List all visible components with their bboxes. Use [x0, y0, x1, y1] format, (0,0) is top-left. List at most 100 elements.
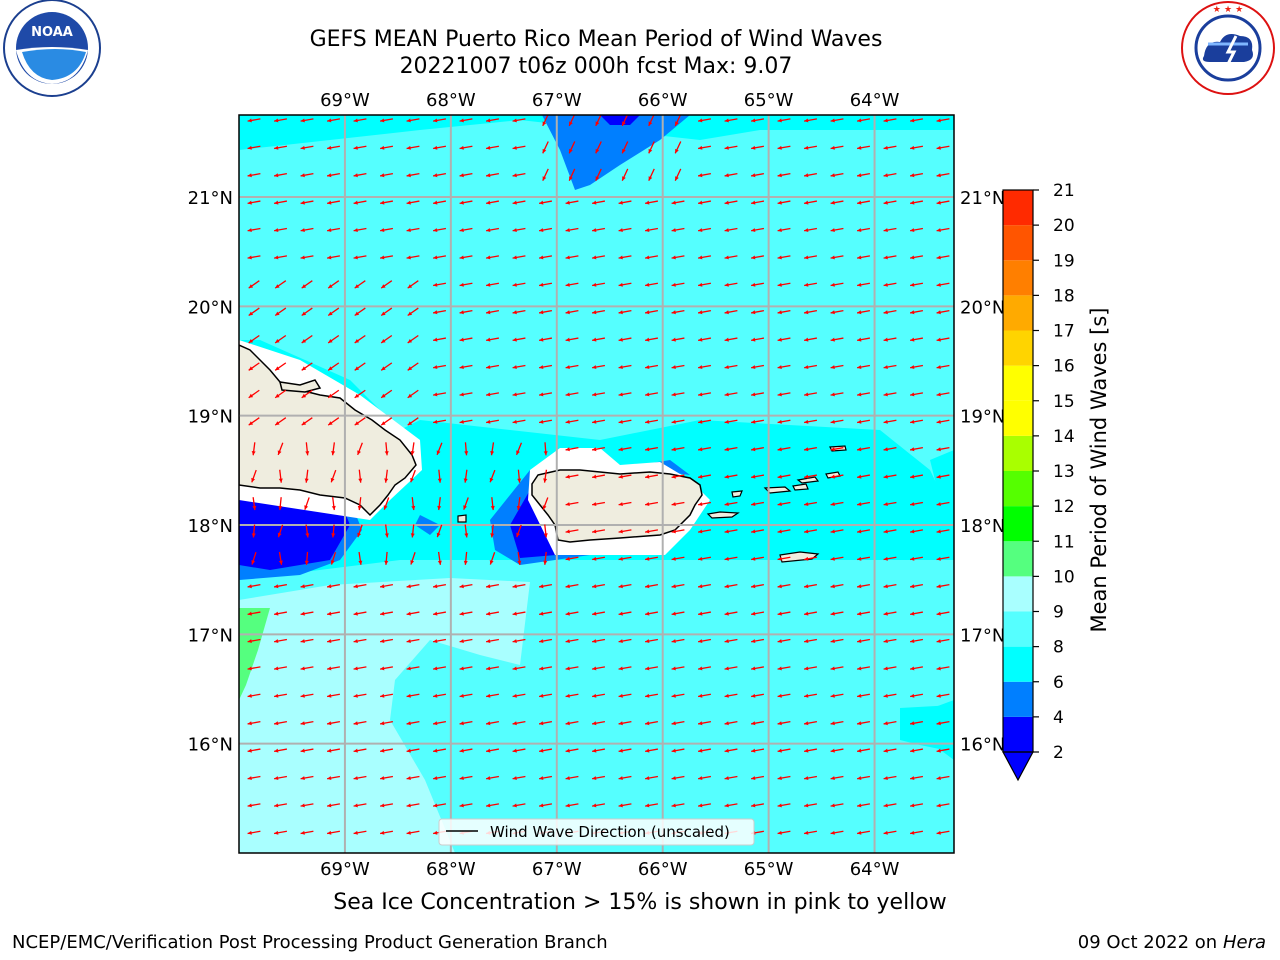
- wave-direction-arrowhead: [406, 255, 411, 260]
- wave-direction-arrowhead: [751, 392, 756, 397]
- wave-direction-arrowhead: [459, 666, 464, 671]
- wave-direction-arrowhead: [883, 639, 888, 644]
- wave-direction-arrowhead: [459, 145, 464, 150]
- wave-direction-arrowhead: [698, 776, 703, 781]
- wave-direction-arrowhead: [963, 338, 967, 342]
- wave-direction-arrowhead: [804, 666, 809, 671]
- wave-direction-arrowhead: [724, 310, 729, 315]
- wave-direction-arrowhead: [698, 282, 703, 287]
- wave-direction-arrowhead: [486, 748, 491, 753]
- wave-direction-arrowhead: [671, 392, 676, 397]
- wave-direction-arrowhead: [645, 447, 650, 452]
- wave-direction-arrowhead: [353, 611, 358, 616]
- wave-direction-arrowhead: [592, 858, 596, 862]
- lat-tick-label-right: 16°N: [960, 735, 1005, 756]
- colorbar-tick-label: 19: [1053, 251, 1075, 271]
- wave-direction-arrowhead: [857, 228, 862, 233]
- wave-direction-arrowhead: [645, 639, 650, 644]
- wave-direction-arrowhead: [857, 830, 862, 835]
- wave-direction-arrowhead: [353, 748, 358, 753]
- wave-direction-arrowhead: [512, 721, 517, 726]
- wave-direction-arrowhead: [804, 173, 809, 178]
- wave-direction-arrowhead: [751, 118, 756, 123]
- wave-direction-arrowhead: [406, 611, 411, 616]
- wave-direction-arrowhead: [489, 560, 494, 565]
- wave-direction-arrowhead: [565, 447, 570, 452]
- wave-direction-arrowhead: [353, 830, 358, 835]
- wave-direction-arrowhead: [910, 776, 915, 781]
- colorbar-segment: [1003, 681, 1033, 717]
- wave-direction-arrowhead: [724, 556, 729, 561]
- wave-direction-arrowhead: [883, 118, 888, 123]
- wave-direction-arrowhead: [274, 639, 279, 644]
- wave-direction-arrowhead: [645, 556, 650, 561]
- wave-direction-arrowhead: [407, 338, 413, 343]
- wave-direction-arrowhead: [486, 693, 491, 698]
- wave-direction-arrowhead: [963, 776, 967, 780]
- wave-direction-arrowhead: [592, 255, 597, 260]
- wave-direction-arrowhead: [592, 529, 597, 534]
- wave-direction-arrowhead: [963, 255, 967, 259]
- wave-direction-arrowhead: [675, 148, 679, 154]
- wave-direction-arrowhead: [910, 584, 915, 589]
- wave-direction-arrowhead: [645, 693, 650, 698]
- wave-direction-arrowhead: [592, 693, 597, 698]
- wave-direction-arrowhead: [353, 173, 358, 178]
- wave-direction-arrowhead: [830, 200, 835, 205]
- wave-direction-arrowhead: [328, 421, 333, 426]
- wave-direction-arrowhead: [406, 118, 411, 123]
- wave-direction-arrowhead: [486, 776, 491, 781]
- wave-direction-arrowhead: [857, 282, 862, 287]
- wave-direction-arrowhead: [936, 419, 941, 424]
- wave-direction-arrowhead: [671, 639, 676, 644]
- wave-direction-arrowhead: [517, 560, 522, 565]
- wave-direction-arrowhead: [380, 776, 385, 781]
- wave-direction-arrowhead: [883, 748, 888, 753]
- wave-direction-arrowhead: [724, 776, 729, 781]
- wave-direction-arrowhead: [380, 173, 385, 178]
- wave-direction-arrowhead: [804, 145, 809, 150]
- wave-direction-arrowhead: [963, 146, 967, 150]
- wave-direction-arrowhead: [777, 803, 782, 808]
- wave-direction-arrowhead: [247, 748, 252, 753]
- wave-direction-arrowhead: [512, 365, 517, 370]
- wave-direction-arrowhead: [830, 419, 835, 424]
- lon-tick-label-top: 68°W: [426, 90, 476, 111]
- wave-direction-arrowhead: [300, 830, 305, 835]
- wave-direction-arrowhead: [433, 803, 438, 808]
- wave-direction-arrowhead: [277, 450, 282, 455]
- wave-direction-arrowhead: [910, 447, 915, 452]
- wave-direction-arrowhead: [433, 392, 438, 397]
- wave-direction-arrowhead: [751, 803, 756, 808]
- wave-direction-arrowhead: [804, 447, 809, 452]
- wave-direction-arrowhead: [437, 505, 442, 511]
- wave-direction-arrowhead: [486, 118, 491, 123]
- wave-direction-arrowhead: [830, 666, 835, 671]
- wave-direction-arrowhead: [910, 474, 915, 479]
- wave-direction-arrowhead: [406, 173, 411, 178]
- wave-direction-arrowhead: [380, 693, 385, 698]
- wave-direction-arrowhead: [830, 282, 835, 287]
- wave-direction-arrowhead: [910, 310, 915, 315]
- wave-direction-arrowhead: [486, 666, 491, 671]
- wave-direction-arrow: [698, 859, 711, 861]
- lon-tick-label-bottom: 69°W: [320, 859, 370, 880]
- wave-direction-arrowhead: [857, 556, 862, 561]
- wave-direction-arrowhead: [698, 529, 703, 534]
- lon-tick-label-bottom: 68°W: [426, 859, 476, 880]
- wave-direction-arrowhead: [300, 611, 305, 616]
- colorbar-tick-label: 9: [1053, 603, 1064, 623]
- wave-direction-arrowhead: [490, 505, 495, 511]
- colorbar-segment: [1003, 190, 1033, 226]
- wave-direction-arrowhead: [804, 639, 809, 644]
- wave-direction-arrowhead: [300, 118, 305, 123]
- wave-direction-arrowhead: [247, 611, 252, 616]
- wave-direction-arrowhead: [406, 639, 411, 644]
- wave-direction-arrowhead: [327, 830, 332, 835]
- wave-direction-arrowhead: [804, 748, 809, 753]
- wave-direction-arrowhead: [300, 748, 305, 753]
- wave-direction-arrowhead: [512, 118, 517, 123]
- wave-direction-arrowhead: [539, 365, 544, 370]
- wave-direction-arrow: [963, 612, 976, 614]
- wave-direction-arrowhead: [436, 450, 441, 455]
